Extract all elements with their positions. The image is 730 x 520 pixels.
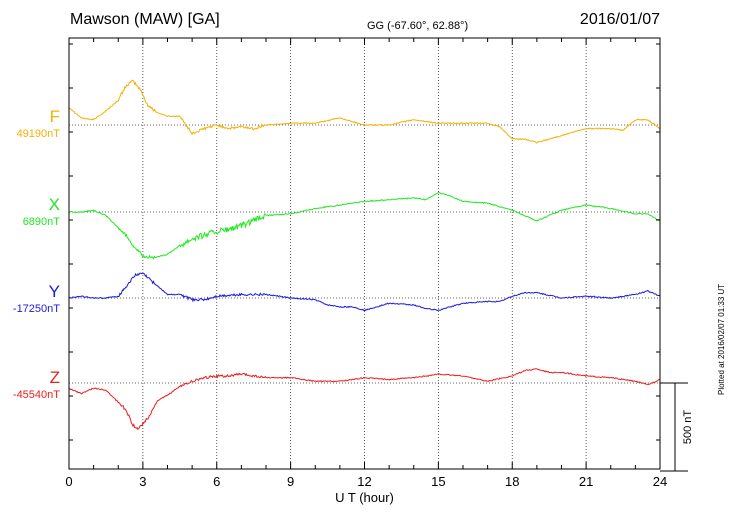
- scale-bar-label: 500 nT: [682, 410, 694, 445]
- x-tick-label: 0: [65, 474, 72, 489]
- plotted-timestamp: Plotted at 2016/02/07 01:33 UT: [717, 283, 726, 395]
- geographic-coordinates: GG (-67.60°, 62.88°): [367, 20, 469, 32]
- x-axis-label: U T (hour): [335, 490, 394, 505]
- component-x-symbol: X: [48, 195, 60, 214]
- grid: [69, 38, 660, 469]
- x-tick-label: 9: [287, 474, 294, 489]
- date-label: 2016/01/07: [579, 11, 660, 28]
- x-tick-label: 12: [357, 474, 371, 489]
- series-lines: [68, 79, 661, 431]
- component-f-symbol: F: [49, 107, 60, 126]
- component-label-x: X 6890nT: [23, 195, 60, 229]
- component-label-f: F 49190nT: [17, 107, 60, 141]
- station-title: Mawson (MAW) [GA]: [70, 11, 220, 28]
- component-label-y: Y -17250nT: [13, 282, 60, 316]
- x-tick-label: 21: [579, 474, 593, 489]
- x-tick-label: 18: [505, 474, 519, 489]
- component-z-baseline: -45540nT: [12, 389, 60, 401]
- x-tick-label: 3: [139, 474, 146, 489]
- x-tick-label: 6: [213, 474, 220, 489]
- component-label-z: Z -45540nT: [13, 368, 60, 402]
- component-f-baseline: 49190nT: [16, 128, 60, 140]
- component-y-symbol: Y: [48, 282, 60, 301]
- component-x-baseline: 6890nT: [22, 216, 60, 228]
- x-tick-label: 24: [653, 474, 667, 489]
- series-y-line: [68, 272, 661, 312]
- component-y-baseline: -17250nT: [12, 303, 60, 315]
- series-x-line: [69, 192, 661, 260]
- series-z-line: [68, 368, 660, 431]
- x-tick-label: 15: [431, 474, 445, 489]
- series-f-line: [68, 79, 661, 144]
- component-z-symbol: Z: [49, 368, 60, 387]
- axes: 0 3 6 9 12 15 18 21 24 U T (hour) 500 nT: [65, 37, 694, 505]
